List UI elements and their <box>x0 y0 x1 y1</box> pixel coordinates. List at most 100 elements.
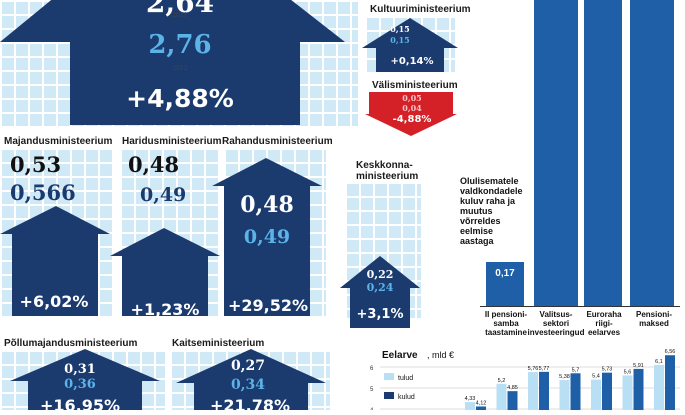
rahandus-title: Rahandusministeerium <box>222 136 333 147</box>
bar-tulud <box>528 372 538 410</box>
arrow-up-kaitse <box>176 349 326 410</box>
arrow-up-rahandus <box>212 158 322 316</box>
data-label-tulud: 5,4 <box>592 374 600 380</box>
side-note-line-2: valdkondadele <box>460 186 523 196</box>
bar-kulud <box>665 355 675 410</box>
keskkonna-title-line2: ministeerium <box>356 171 419 182</box>
haridus-value-2011: 0,48 <box>128 152 180 177</box>
big-bar-investeeringud <box>534 0 578 306</box>
kultuur-value-2012: 0,15 <box>390 35 410 45</box>
valis-title: Välisministeerium <box>372 80 458 91</box>
chart-title: Eelarve <box>382 350 418 361</box>
rahandus-value-2012: 0,49 <box>243 226 291 248</box>
bar-tulud <box>622 375 633 410</box>
kaitse-value-2011: 0,27 <box>230 358 266 374</box>
valis-value-2012: 0,04 <box>402 103 422 113</box>
data-label-tulud: 6,1 <box>655 359 663 365</box>
data-label-kulud: 5,7 <box>572 367 580 373</box>
data-label-kulud: 4,85 <box>507 385 518 391</box>
data-label-tulud: 5,6 <box>624 369 632 375</box>
bar-label-3-line-1: Euroraha <box>586 310 622 319</box>
bar-label-2-line-3: investeeringud <box>527 328 585 337</box>
arrow-up-total <box>0 0 345 125</box>
bar-kulud <box>602 372 612 410</box>
side-note-line-1: Olulisematele <box>460 176 519 186</box>
bar-tulud <box>591 379 601 410</box>
data-label-kulud: 5,77 <box>539 366 550 372</box>
majandus-value-2012: 0,566 <box>10 180 76 205</box>
kaitse-percent: +21,78% <box>209 396 291 415</box>
legend-label-kulud: kulud <box>398 394 415 401</box>
bar-kulud <box>539 371 549 410</box>
bar-tulud <box>559 380 570 410</box>
data-label-tulud: 5,76 <box>528 366 539 372</box>
bar-label-2-line-2: sektori <box>542 319 570 328</box>
haridus-title: Haridusministeerium <box>122 136 222 147</box>
bar-tulud <box>654 364 664 410</box>
bar-label-1-line-1: II pensioni- <box>484 310 528 319</box>
pollu-percent: +16,95% <box>39 396 121 415</box>
bar-label-1-line-2: samba <box>493 319 519 328</box>
keskkonna-value-2011: 0,22 <box>366 268 394 281</box>
data-label-tulud: 5,2 <box>498 378 506 384</box>
majandus-percent: +6,02% <box>19 292 89 311</box>
bar-kulud <box>570 373 581 410</box>
side-note-line-7: aastaga <box>460 236 494 246</box>
data-label-kulud: 5,91 <box>633 363 644 369</box>
side-note: Olulisematele valdkondadele kuluv raha j… <box>460 176 540 246</box>
keskkonna-title-line1: Keskkonna- <box>356 160 413 171</box>
majandus-value-2011: 0,53 <box>10 152 62 177</box>
bar-label-pension-taastamine: II pensioni- samba taastamine <box>476 310 536 337</box>
pollu-title: Põllumajandusministeerium <box>4 338 138 349</box>
arrow-up-kultuur <box>362 18 458 72</box>
bar-label-pensionimaksed: Pensioni- maksed <box>628 310 680 328</box>
bar-label-3-line-2: riigi- <box>595 319 613 328</box>
data-label-tulud: 4,33 <box>465 396 476 402</box>
bar-tulud <box>496 383 507 410</box>
y-tick-label: 5 <box>370 387 374 393</box>
pollu-value-2011: 0,31 <box>64 362 96 377</box>
haridus-percent: +1,23% <box>130 300 200 319</box>
total-year-2012: 2012 <box>172 65 188 72</box>
eelarve-chart: Eelarve , mld € 4 5 6 tulud kulud 4,334,12 5,24,… <box>370 349 680 410</box>
keskkonna-percent: +3,1% <box>356 307 404 322</box>
y-tick-label: 4 <box>370 408 374 410</box>
chart-unit: , mld € <box>427 350 454 360</box>
total-value-2012: 2,76 <box>148 30 212 60</box>
bar-label-investeeringud: Valitsus- sektori investeeringud <box>526 310 586 337</box>
legend-swatch-kulud <box>384 392 394 399</box>
side-note-line-6: eelmise <box>460 226 494 236</box>
kaitse-title: Kaitseministeerium <box>172 338 265 349</box>
rahandus-value-2011: 0,48 <box>240 192 294 218</box>
arrow-up-keskkonna <box>340 256 420 328</box>
bar-label-4-line-1: Pensioni- <box>635 310 672 319</box>
bar-kulud <box>633 368 644 410</box>
haridus-value-2012: 0,49 <box>140 184 187 206</box>
small-bar-pension <box>486 262 524 306</box>
bar-kulud <box>507 391 518 410</box>
kultuur-title: Kultuuriministeerium <box>370 4 471 15</box>
arrow-up-majandus <box>0 206 110 316</box>
arrow-up-haridus <box>110 228 220 316</box>
pollu-value-2012: 0,36 <box>64 377 96 392</box>
bar-label-2-line-1: Valitsus- <box>539 310 573 319</box>
rahandus-percent: +29,52% <box>227 296 309 315</box>
data-label-tulud: 5,38 <box>559 374 570 380</box>
small-bar-value: 0,17 <box>495 268 515 279</box>
arrow-up-pollu <box>10 349 160 410</box>
data-label-kulud: 4,12 <box>476 400 487 406</box>
majandus-title: Majandusministeerium <box>4 136 113 147</box>
bar-label-3-line-3: eelarves <box>587 328 621 337</box>
data-label-kulud: 5,73 <box>602 367 613 373</box>
bar-label-4-line-2: maksed <box>639 319 669 328</box>
total-value-2011: 2,64 <box>145 0 215 19</box>
kultuur-percent: +0,14% <box>390 56 434 67</box>
y-tick-label: 6 <box>370 366 374 372</box>
big-bar-euroraha <box>584 0 622 306</box>
total-percent-change: +4,88% <box>126 84 234 113</box>
bar-tulud <box>465 402 475 410</box>
kultuur-value-2011: 0,15 <box>390 24 410 34</box>
kaitse-value-2012: 0,34 <box>230 377 266 393</box>
bars-baseline <box>480 306 680 307</box>
bar-label-euroraha: Euroraha riigi- eelarves <box>578 310 630 337</box>
